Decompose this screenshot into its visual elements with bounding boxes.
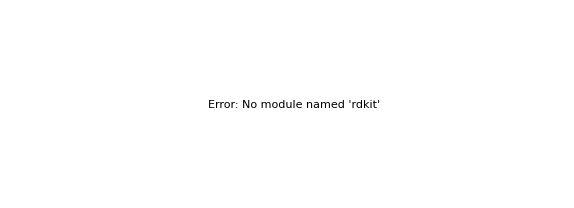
- Text: Error: No module named 'rdkit': Error: No module named 'rdkit': [208, 100, 380, 110]
